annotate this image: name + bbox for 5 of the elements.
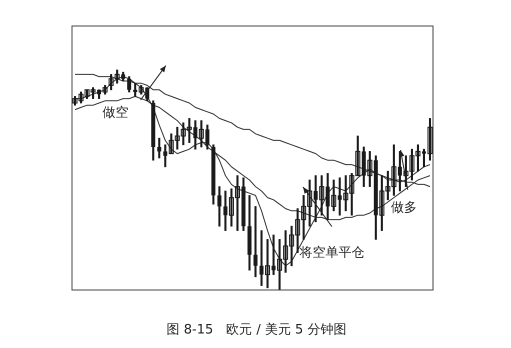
annotation: 将空单平仓: [298, 245, 364, 260]
annotation: 做空: [102, 105, 128, 120]
text: 图 8-15 欧元 / 美元 5 分钟图: [166, 322, 346, 338]
annotation: 做多: [391, 200, 418, 216]
candlestick: [157, 138, 162, 158]
